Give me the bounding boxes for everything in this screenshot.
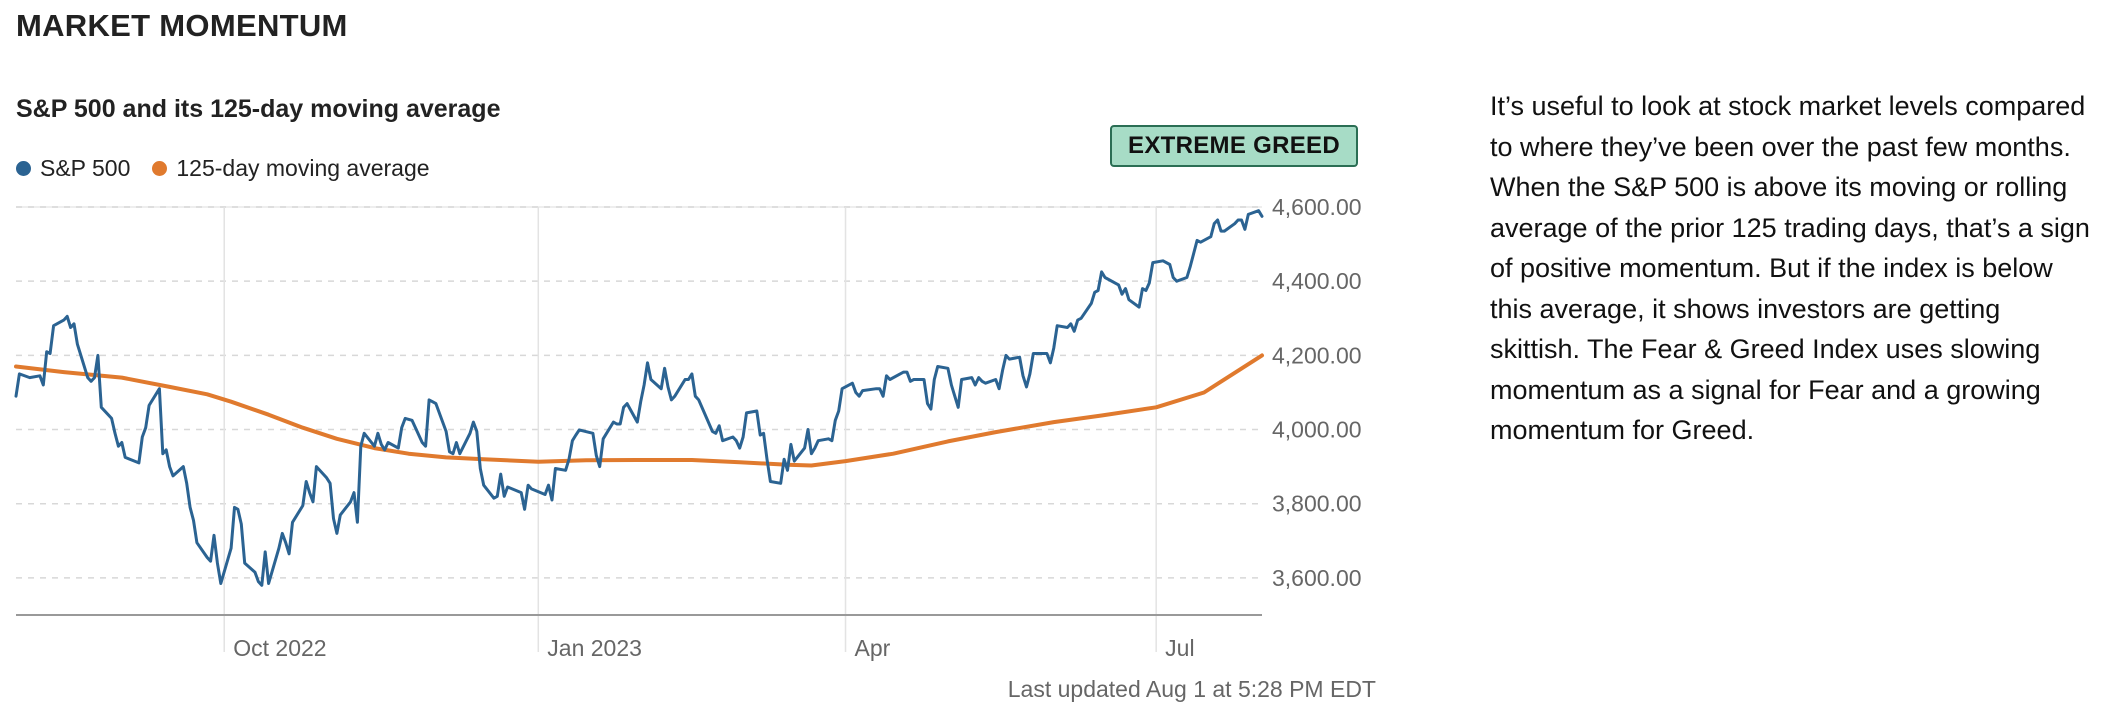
description-text: It’s useful to look at stock market leve… — [1490, 91, 2090, 445]
x-tick-label: Oct 2022 — [233, 635, 326, 661]
legend-dot-sp500-icon — [16, 161, 31, 176]
series-line-moving-average — [14, 353, 1264, 468]
chart-svg: 3,600.00 3,800.00 4,000.00 4,200.00 4,400.00… — [14, 194, 1362, 661]
legend-label-moving-average: 125-day moving average — [176, 155, 430, 181]
x-tick-label: Jul — [1165, 635, 1194, 661]
chart-legend: S&P 500 125-day moving average — [16, 155, 452, 182]
legend-dot-moving-average-icon — [152, 161, 168, 176]
y-tick-label: 4,000.00 — [1272, 417, 1362, 443]
section-title: MARKET MOMENTUM — [16, 8, 348, 43]
legend-label-sp500: S&P 500 — [40, 155, 131, 181]
y-tick-label: 3,600.00 — [1272, 565, 1362, 591]
y-tick-label: 3,800.00 — [1272, 491, 1362, 517]
last-updated: Last updated Aug 1 at 5:28 PM EDT — [1007, 676, 1376, 702]
x-tick-label: Jan 2023 — [547, 635, 642, 661]
sentiment-badge: EXTREME GREED — [1110, 125, 1358, 167]
y-tick-label: 4,600.00 — [1272, 194, 1362, 220]
series-line-sp500 — [14, 209, 1264, 587]
y-tick-label: 4,400.00 — [1272, 268, 1362, 294]
legend-item-moving-average: 125-day moving average — [152, 155, 430, 182]
chart-title: S&P 500 and its 125-day moving average — [16, 95, 501, 123]
x-tick-label: Apr — [855, 635, 891, 661]
y-tick-label: 4,200.00 — [1272, 342, 1362, 368]
legend-item-sp500: S&P 500 — [16, 155, 130, 182]
